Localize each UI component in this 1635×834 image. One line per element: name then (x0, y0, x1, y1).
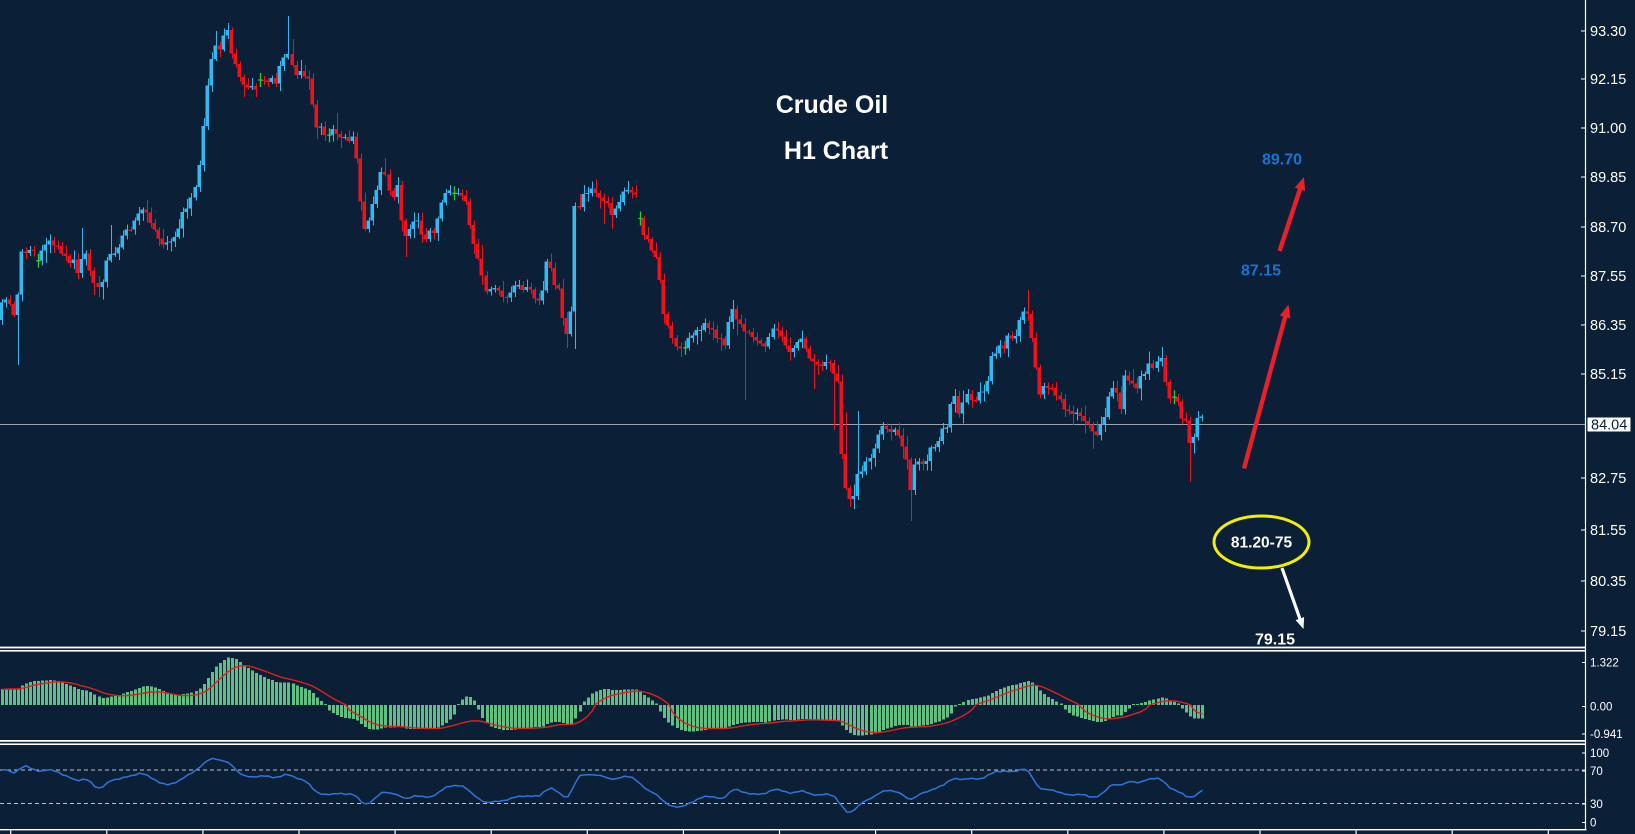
svg-text:88.70: 88.70 (1590, 220, 1626, 236)
svg-text:81.20-75: 81.20-75 (1231, 535, 1293, 552)
svg-text:89.85: 89.85 (1590, 170, 1626, 186)
svg-text:91.00: 91.00 (1590, 121, 1626, 137)
svg-text:81.55: 81.55 (1590, 523, 1626, 539)
svg-text:86.35: 86.35 (1590, 318, 1626, 334)
svg-text:85.15: 85.15 (1590, 367, 1626, 383)
svg-text:1.322: 1.322 (1590, 658, 1619, 670)
svg-text:80.35: 80.35 (1590, 574, 1626, 590)
svg-text:84.04: 84.04 (1591, 418, 1627, 434)
svg-text:Crude Oil: Crude Oil (776, 91, 889, 119)
svg-text:92.15: 92.15 (1590, 72, 1626, 88)
svg-text:H1 Chart: H1 Chart (784, 137, 889, 165)
svg-text:30: 30 (1590, 799, 1603, 811)
svg-text:82.75: 82.75 (1590, 471, 1626, 487)
svg-text:89.70: 89.70 (1262, 152, 1302, 169)
svg-text:87.55: 87.55 (1590, 269, 1626, 285)
svg-text:100: 100 (1590, 748, 1609, 760)
svg-text:-0.941: -0.941 (1590, 729, 1623, 741)
svg-text:0: 0 (1590, 818, 1596, 830)
svg-text:79.15: 79.15 (1590, 624, 1626, 640)
svg-text:87.15: 87.15 (1241, 263, 1281, 280)
svg-text:0.00: 0.00 (1590, 702, 1612, 714)
svg-text:70: 70 (1590, 766, 1603, 778)
svg-text:79.15: 79.15 (1255, 632, 1295, 649)
svg-text:93.30: 93.30 (1590, 24, 1626, 40)
